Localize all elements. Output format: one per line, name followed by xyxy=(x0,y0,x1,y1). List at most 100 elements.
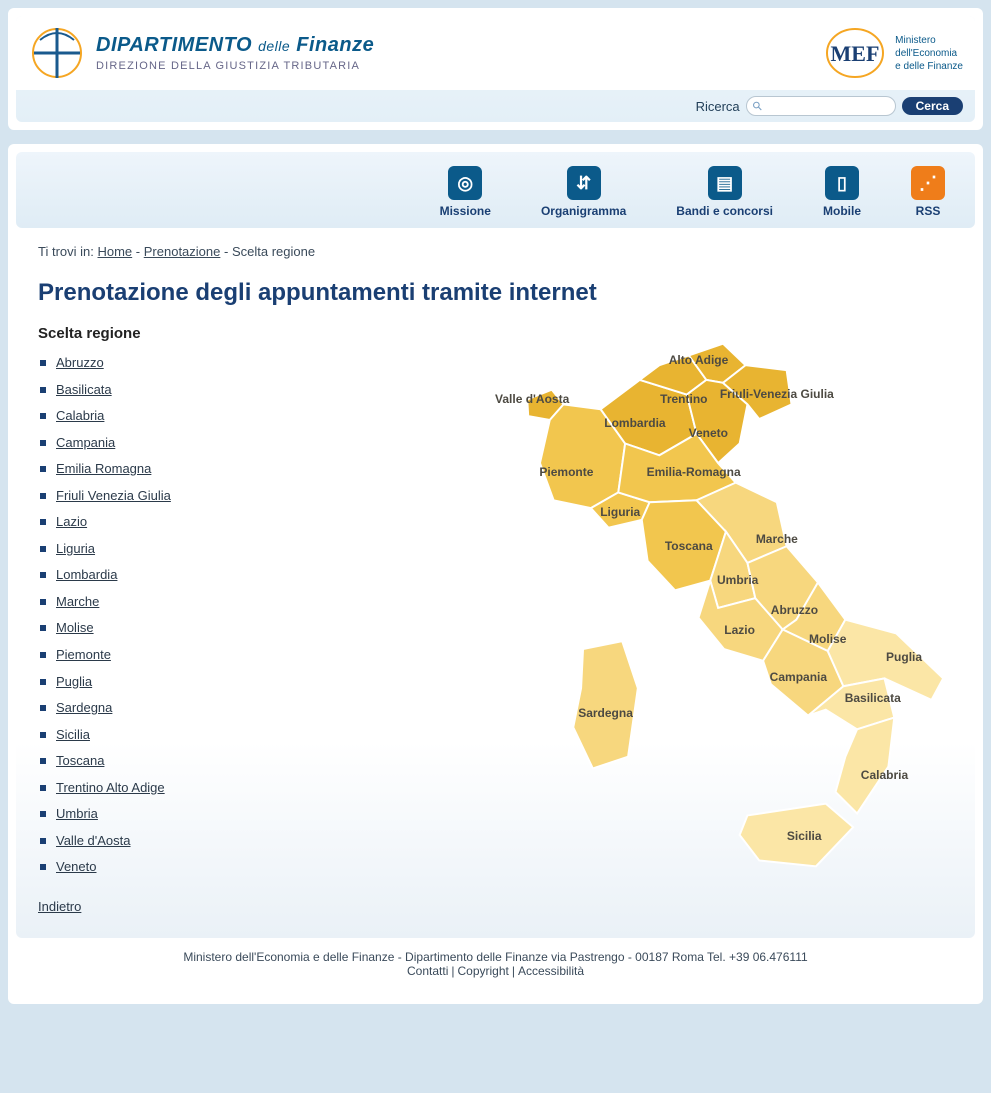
search-input[interactable] xyxy=(765,99,875,113)
mef-line1: Ministero xyxy=(895,34,963,47)
nav-item-rss[interactable]: ⋰ RSS xyxy=(911,166,945,218)
breadcrumb-home[interactable]: Home xyxy=(97,244,132,259)
list-item: Sardegna xyxy=(38,699,218,717)
nav-label: Bandi e concorsi xyxy=(676,204,773,218)
back-link[interactable]: Indietro xyxy=(38,899,81,914)
footer-link-contatti[interactable]: Contatti xyxy=(407,964,448,978)
region-link-lazio[interactable]: Lazio xyxy=(56,514,87,529)
list-item: Sicilia xyxy=(38,726,218,744)
search-icon: ⚲ xyxy=(749,98,765,114)
list-item: Molise xyxy=(38,619,218,637)
nav-item-bandi-e-concorsi[interactable]: ▤ Bandi e concorsi xyxy=(676,166,773,218)
breadcrumb: Ti trovi in: Home - Prenotazione - Scelt… xyxy=(16,228,975,265)
footer-links: Contatti|Copyright|Accessibilità xyxy=(26,964,965,978)
list-item: Piemonte xyxy=(38,646,218,664)
list-item: Trentino Alto Adige xyxy=(38,779,218,797)
list-item: Marche xyxy=(38,593,218,611)
dept-name-suffix: Finanze xyxy=(296,34,374,56)
list-item: Puglia xyxy=(38,673,218,691)
map-region-sardegna[interactable] xyxy=(573,641,638,768)
list-item: Liguria xyxy=(38,540,218,558)
dept-subtitle: DIREZIONE DELLA GIUSTIZIA TRIBUTARIA xyxy=(96,60,374,73)
nav-block: ◎Missione ⇵ Organigramma ▤ Bandi e concorsi ▯… xyxy=(16,152,975,228)
region-link-abruzzo[interactable]: Abruzzo xyxy=(56,355,104,370)
list-item: Lazio xyxy=(38,513,218,531)
region-link-umbria[interactable]: Umbria xyxy=(56,806,98,821)
italy-map[interactable]: Valle d'AostaPiemonteLombardiaTrentinoAl… xyxy=(493,325,953,885)
list-item: Basilicata xyxy=(38,381,218,399)
dept-name-mid: delle xyxy=(258,38,290,54)
footer-link-copyright[interactable]: Copyright xyxy=(457,964,508,978)
region-list-col: Scelta regione Abruzzo Basilicata Calabria… xyxy=(38,325,218,914)
footer-link-accessibilità[interactable]: Accessibilità xyxy=(518,964,584,978)
page-title: Prenotazione degli appuntamenti tramite … xyxy=(16,265,975,325)
svg-text:MEF: MEF xyxy=(831,41,880,66)
mef-logo[interactable]: MEF Ministero dell'Economia e delle Fina… xyxy=(823,25,963,81)
section-heading: Scelta regione xyxy=(38,325,218,342)
nav-icon: ▤ xyxy=(708,166,742,200)
list-item: Abruzzo xyxy=(38,354,218,372)
header-top: DIPARTIMENTO delle Finanze DIREZIONE DEL… xyxy=(16,16,975,90)
logo-left[interactable]: DIPARTIMENTO delle Finanze DIREZIONE DEL… xyxy=(28,24,374,82)
breadcrumb-sep2: - xyxy=(224,244,232,259)
list-item: Umbria xyxy=(38,805,218,823)
region-link-trentino-alto-adige[interactable]: Trentino Alto Adige xyxy=(56,780,165,795)
nav-icon: ⇵ xyxy=(567,166,601,200)
region-link-valle-d-aosta[interactable]: Valle d'Aosta xyxy=(56,833,131,848)
nav-icon: ⋰ xyxy=(911,166,945,200)
list-item: Lombardia xyxy=(38,566,218,584)
search-box[interactable]: ⚲ xyxy=(746,96,896,116)
nav-items: ◎Missione ⇵ Organigramma ▤ Bandi e concorsi ▯… xyxy=(46,166,945,218)
search-button[interactable]: Cerca xyxy=(902,97,963,115)
region-list: Abruzzo Basilicata Calabria Campania Emilia … xyxy=(38,354,218,876)
list-item: Friuli Venezia Giulia xyxy=(38,487,218,505)
region-link-veneto[interactable]: Veneto xyxy=(56,859,97,874)
breadcrumb-prenotazione[interactable]: Prenotazione xyxy=(144,244,221,259)
map-region-sicilia[interactable] xyxy=(740,804,854,867)
map-region-calabria[interactable] xyxy=(836,718,895,814)
nav-label: Organigramma xyxy=(541,204,626,218)
nav-item-missione[interactable]: ◎Missione xyxy=(440,166,491,218)
list-item: Emilia Romagna xyxy=(38,460,218,478)
region-link-basilicata[interactable]: Basilicata xyxy=(56,382,112,397)
list-item: Campania xyxy=(38,434,218,452)
dept-name-prefix: DIPARTIMENTO xyxy=(96,34,252,56)
list-item: Toscana xyxy=(38,752,218,770)
content-outer: Ti trovi in: Home - Prenotazione - Scelt… xyxy=(16,228,975,996)
region-link-toscana[interactable]: Toscana xyxy=(56,753,104,768)
region-link-friuli-venezia-giulia[interactable]: Friuli Venezia Giulia xyxy=(56,488,171,503)
region-link-liguria[interactable]: Liguria xyxy=(56,541,95,556)
nav-icon: ◎ xyxy=(448,166,482,200)
region-link-sicilia[interactable]: Sicilia xyxy=(56,727,90,742)
region-link-emilia-romagna[interactable]: Emilia Romagna xyxy=(56,461,151,476)
mef-logo-icon: MEF xyxy=(823,25,887,81)
map-col: Valle d'AostaPiemonteLombardiaTrentinoAl… xyxy=(228,325,953,914)
region-link-lombardia[interactable]: Lombardia xyxy=(56,567,117,582)
region-link-campania[interactable]: Campania xyxy=(56,435,115,450)
region-link-molise[interactable]: Molise xyxy=(56,620,94,635)
dept-logo-icon xyxy=(28,24,86,82)
nav-item-mobile[interactable]: ▯Mobile xyxy=(823,166,861,218)
list-item: Veneto xyxy=(38,858,218,876)
breadcrumb-sep: - xyxy=(136,244,144,259)
mef-line3: e delle Finanze xyxy=(895,60,963,73)
mef-text: Ministero dell'Economia e delle Finanze xyxy=(895,34,963,73)
search-label: Ricerca xyxy=(696,99,740,114)
dept-logo-text: DIPARTIMENTO delle Finanze DIREZIONE DEL… xyxy=(96,33,374,73)
footer-info: Ministero dell'Economia e delle Finanze … xyxy=(26,950,965,964)
nav-label: Mobile xyxy=(823,204,861,218)
region-link-sardegna[interactable]: Sardegna xyxy=(56,700,112,715)
header-card: DIPARTIMENTO delle Finanze DIREZIONE DEL… xyxy=(8,8,983,130)
region-link-puglia[interactable]: Puglia xyxy=(56,674,92,689)
footer: Ministero dell'Economia e delle Finanze … xyxy=(16,938,975,996)
breadcrumb-prefix: Ti trovi in: xyxy=(38,244,97,259)
region-link-marche[interactable]: Marche xyxy=(56,594,99,609)
mef-line2: dell'Economia xyxy=(895,47,963,60)
nav-item-organigramma[interactable]: ⇵ Organigramma xyxy=(541,166,626,218)
nav-label: RSS xyxy=(911,204,945,218)
region-link-calabria[interactable]: Calabria xyxy=(56,408,104,423)
content-card: ◎Missione ⇵ Organigramma ▤ Bandi e concorsi ▯… xyxy=(8,144,983,1004)
breadcrumb-current: Scelta regione xyxy=(232,244,315,259)
region-link-piemonte[interactable]: Piemonte xyxy=(56,647,111,662)
main-row: Scelta regione Abruzzo Basilicata Calabria… xyxy=(16,325,975,938)
